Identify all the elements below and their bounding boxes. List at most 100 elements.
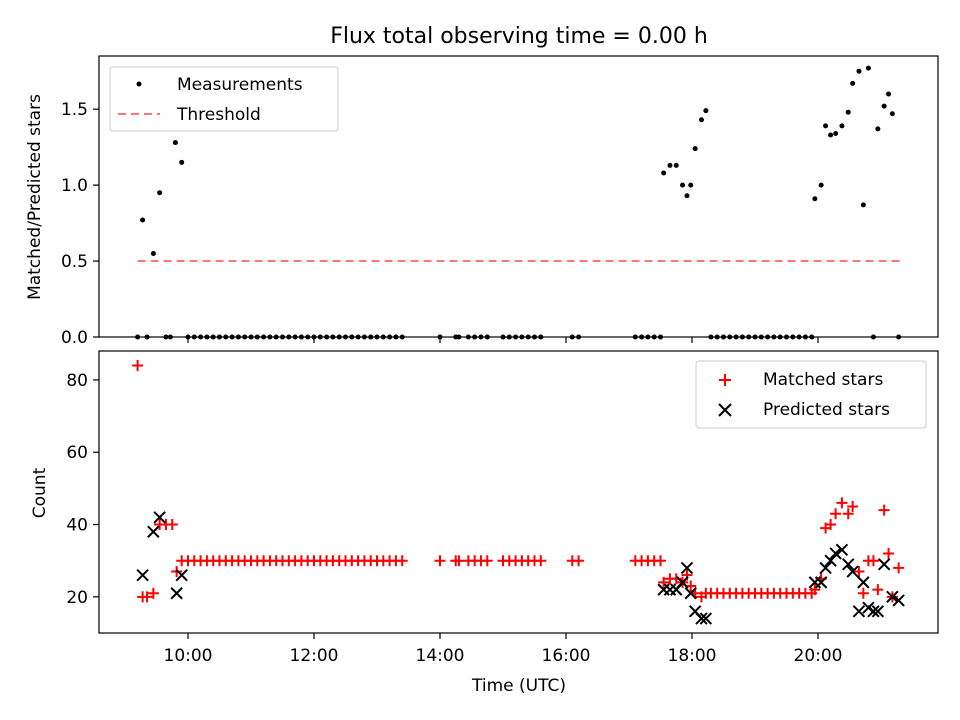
measurement-point xyxy=(714,334,720,340)
measurement-point xyxy=(812,196,818,202)
measurement-point xyxy=(828,132,834,138)
top-y-axis-label: Matched/Predicted stars xyxy=(25,94,45,300)
measurement-point xyxy=(229,334,235,340)
predicted-point xyxy=(136,568,149,582)
matched-point xyxy=(893,562,905,574)
legend-matched-label: Matched stars xyxy=(763,370,883,390)
legend-matched-marker xyxy=(719,374,731,386)
predicted-point xyxy=(699,612,713,625)
matched-point xyxy=(453,555,465,567)
measurement-point xyxy=(465,334,471,340)
x-tick-label: 16:00 xyxy=(542,646,591,666)
measurement-point xyxy=(144,334,150,340)
top-legend: Measurements Threshold xyxy=(109,66,339,132)
bottom-y-tick-label: 20 xyxy=(66,588,88,608)
predicted-point xyxy=(871,605,885,618)
x-tick-label: 12:00 xyxy=(290,646,339,666)
measurement-point xyxy=(703,108,709,114)
bottom-y-axis: 20 40 60 80 xyxy=(66,371,99,608)
predicted-point xyxy=(857,576,870,589)
measurement-point xyxy=(758,334,764,340)
measurement-point xyxy=(684,193,690,199)
matched-point xyxy=(867,555,879,567)
measurement-point xyxy=(163,334,169,340)
measurement-point xyxy=(802,334,808,340)
top-y-tick-label: 1.0 xyxy=(61,176,88,196)
measurement-point xyxy=(242,334,248,340)
chart-title: Flux total observing time = 0.00 h xyxy=(330,24,708,49)
legend-measurements-label: Measurements xyxy=(177,75,303,95)
measurement-point xyxy=(368,334,374,340)
measurement-point xyxy=(204,334,210,340)
measurement-point xyxy=(217,334,222,340)
measurement-point xyxy=(157,190,163,196)
measurement-point xyxy=(739,334,745,340)
measurement-point xyxy=(298,334,304,340)
measurement-point xyxy=(506,334,512,340)
measurement-point xyxy=(845,109,851,115)
top-y-tick-label: 0.5 xyxy=(61,252,88,272)
matched-points xyxy=(132,359,905,603)
measurement-point xyxy=(839,123,845,129)
measurement-point xyxy=(886,91,892,97)
matched-point xyxy=(481,555,493,567)
measurement-point xyxy=(896,334,902,340)
predicted-point xyxy=(842,558,855,571)
measurement-point xyxy=(538,334,544,340)
predicted-point xyxy=(684,587,697,600)
matched-point xyxy=(535,555,547,567)
measurement-point xyxy=(688,182,694,188)
predicted-point xyxy=(835,543,849,557)
x-axis-label: Time (UTC) xyxy=(471,676,566,696)
measurement-point xyxy=(513,334,519,340)
matched-point xyxy=(836,497,848,509)
predicted-point xyxy=(175,568,188,582)
measurement-point xyxy=(790,334,796,340)
predicted-point xyxy=(852,605,866,618)
matched-point xyxy=(166,519,178,531)
measurement-point xyxy=(576,334,582,340)
bottom-x-axis: 10:00 12:00 14:00 16:00 18:00 20:00 xyxy=(164,633,843,666)
predicted-point xyxy=(877,558,891,571)
measurement-point xyxy=(179,159,185,165)
predicted-point xyxy=(824,554,837,567)
measurement-point xyxy=(500,334,506,340)
measurement-point xyxy=(399,334,405,340)
measurement-point xyxy=(833,130,839,136)
measurement-point xyxy=(809,334,815,340)
legend-threshold-label: Threshold xyxy=(176,105,261,125)
measurement-point xyxy=(437,334,443,340)
measurement-point xyxy=(856,68,862,74)
measurement-point xyxy=(210,334,216,340)
matched-point xyxy=(857,587,869,599)
measurement-point xyxy=(850,80,856,86)
measurement-point xyxy=(311,334,317,340)
bottom-y-axis-label: Count xyxy=(30,467,50,518)
top-legend-box xyxy=(109,66,339,132)
measurement-point xyxy=(632,334,638,340)
predicted-point xyxy=(676,576,689,589)
matched-point xyxy=(809,584,821,596)
measurement-point xyxy=(765,334,771,340)
measurement-point xyxy=(727,334,733,340)
measurement-point xyxy=(387,334,393,340)
measurement-point xyxy=(721,334,726,340)
matched-point xyxy=(872,584,884,596)
measurement-point xyxy=(223,334,229,340)
measurement-point xyxy=(380,334,386,340)
measurement-point xyxy=(661,170,667,176)
predicted-point xyxy=(846,565,859,578)
x-tick-label: 14:00 xyxy=(416,646,465,666)
measurement-point xyxy=(286,334,292,340)
measurement-point xyxy=(733,334,739,340)
measurement-point xyxy=(198,334,204,340)
predicted-point xyxy=(814,576,828,589)
measurement-point xyxy=(771,334,777,340)
measurement-point xyxy=(336,334,342,340)
measurement-point xyxy=(777,334,783,340)
matched-point xyxy=(883,547,895,559)
measurement-points xyxy=(135,65,902,340)
x-tick-label: 18:00 xyxy=(668,646,717,666)
measurement-point xyxy=(746,334,752,340)
